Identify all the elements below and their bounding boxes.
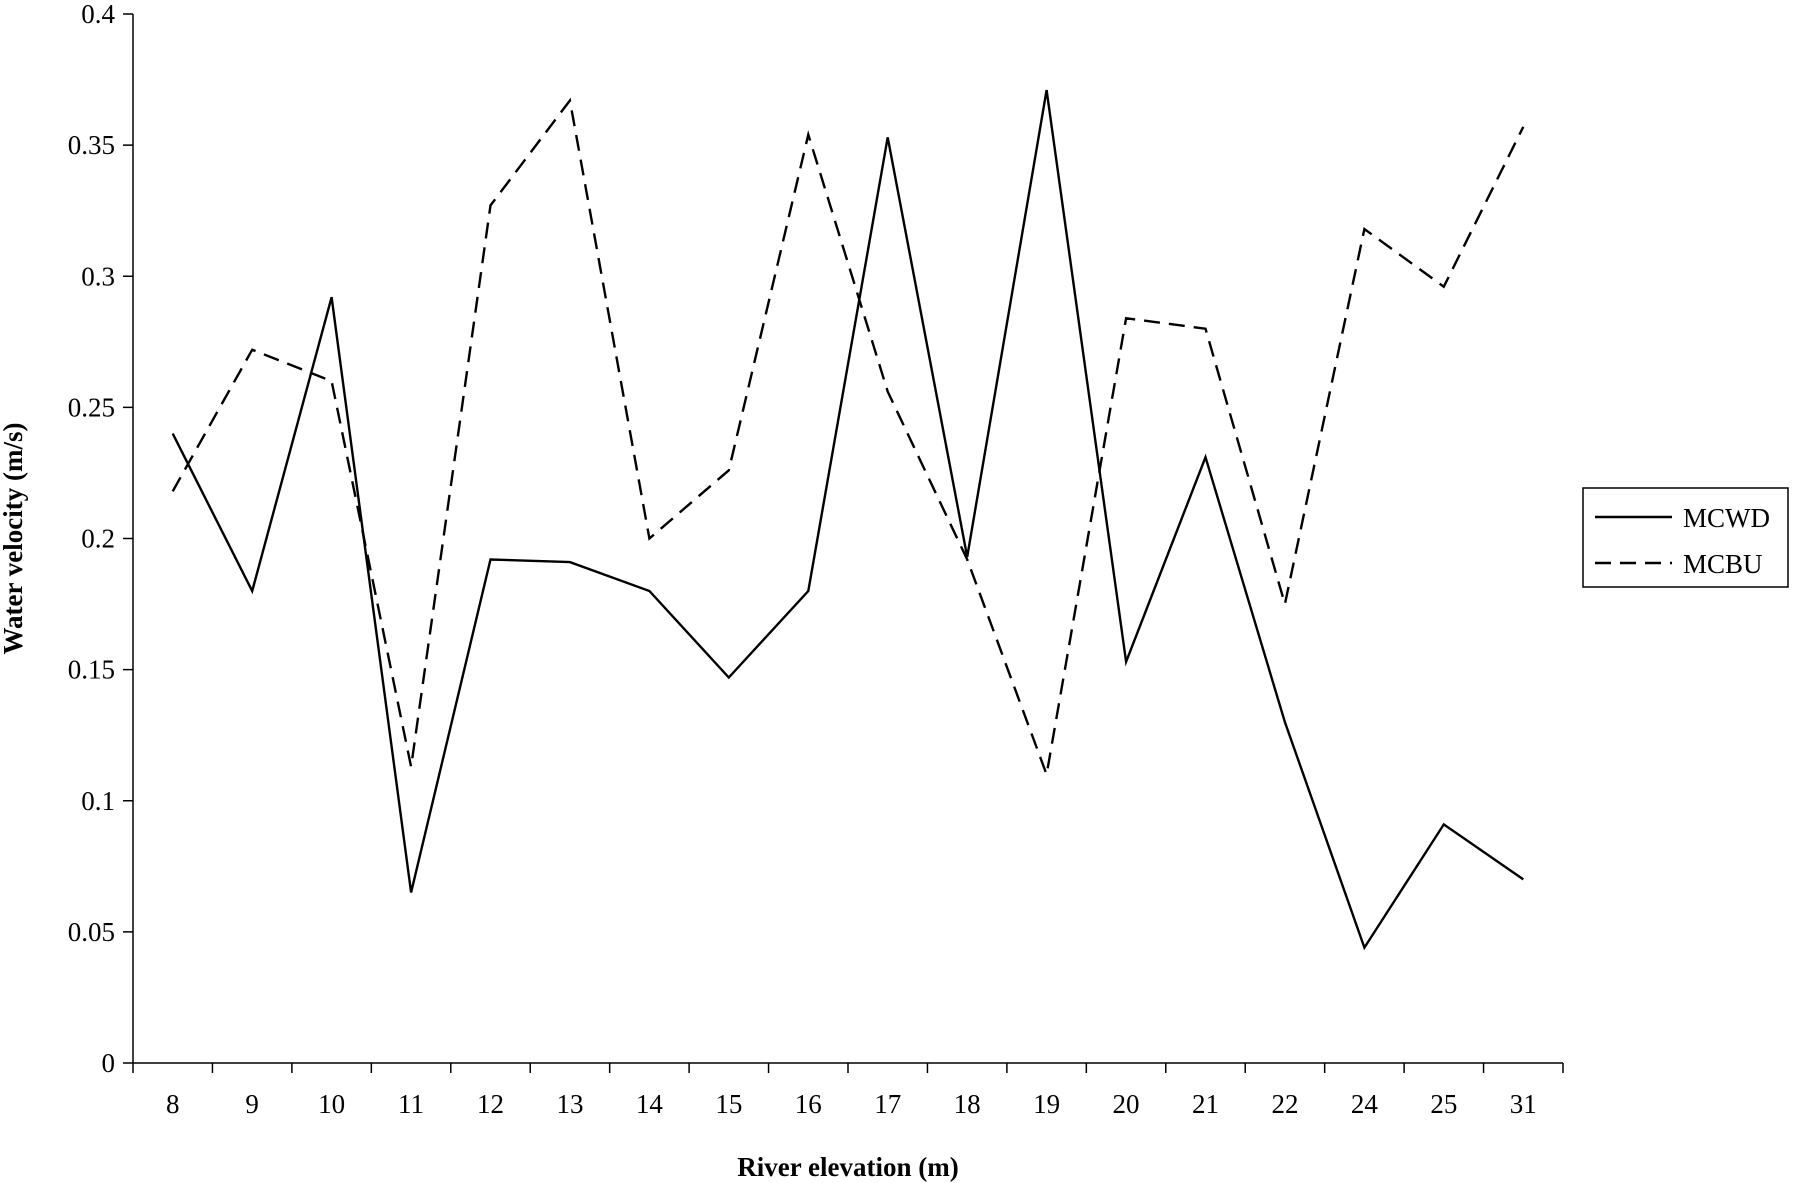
x-tick-label: 20: [1113, 1089, 1140, 1119]
x-tick-label: 9: [245, 1089, 259, 1119]
x-tick-label: 31: [1510, 1089, 1537, 1119]
y-axis-title: Water velocity (m/s): [0, 423, 28, 655]
legend-box: [1582, 487, 1789, 588]
y-tick-label: 0: [102, 1048, 116, 1078]
legend-label-mcbu: MCBU: [1683, 549, 1763, 579]
series-line-mcbu: [171, 97, 1525, 780]
series-line-mcwd: [171, 89, 1524, 951]
legend-label-mcwd: MCWD: [1683, 503, 1770, 533]
y-tick-label: 0.15: [68, 655, 115, 685]
x-tick-label: 14: [636, 1089, 664, 1119]
x-tick-label: 19: [1033, 1089, 1060, 1119]
series-group: [171, 89, 1525, 951]
x-tick-label: 16: [795, 1089, 822, 1119]
x-tick-label: 8: [166, 1089, 180, 1119]
x-axis-title: River elevation (m): [737, 1152, 958, 1182]
y-tick-label: 0.35: [68, 130, 115, 160]
x-tick-label: 15: [715, 1089, 742, 1119]
x-tick-label: 12: [477, 1089, 504, 1119]
x-tick-label: 24: [1351, 1089, 1379, 1119]
y-tick-label: 0.3: [81, 261, 115, 291]
x-tick-label: 10: [318, 1089, 345, 1119]
x-tick-label: 25: [1430, 1089, 1457, 1119]
y-tick-label: 0.2: [81, 524, 115, 554]
x-tick-label: 17: [874, 1089, 901, 1119]
legend: MCWD MCBU: [1582, 487, 1789, 588]
x-tick-label: 21: [1192, 1089, 1219, 1119]
x-tick-label: 18: [954, 1089, 981, 1119]
y-tick-label: 0.1: [81, 786, 115, 816]
x-ticks: 8 9 10 11 12 13 14 15 16 17 18 19 20 21 22 24 25 31: [132, 1063, 1564, 1119]
y-ticks: 0 0.05 0.1 0.15 0.2 0.25 0.3 0.35 0.4: [68, 0, 133, 1078]
x-tick-label: 11: [398, 1089, 424, 1119]
y-tick-label: 0.05: [68, 917, 115, 947]
x-tick-label: 22: [1271, 1089, 1298, 1119]
x-tick-label: 13: [556, 1089, 583, 1119]
y-tick-label: 0.25: [68, 392, 115, 422]
y-tick-label: 0.4: [81, 0, 115, 29]
